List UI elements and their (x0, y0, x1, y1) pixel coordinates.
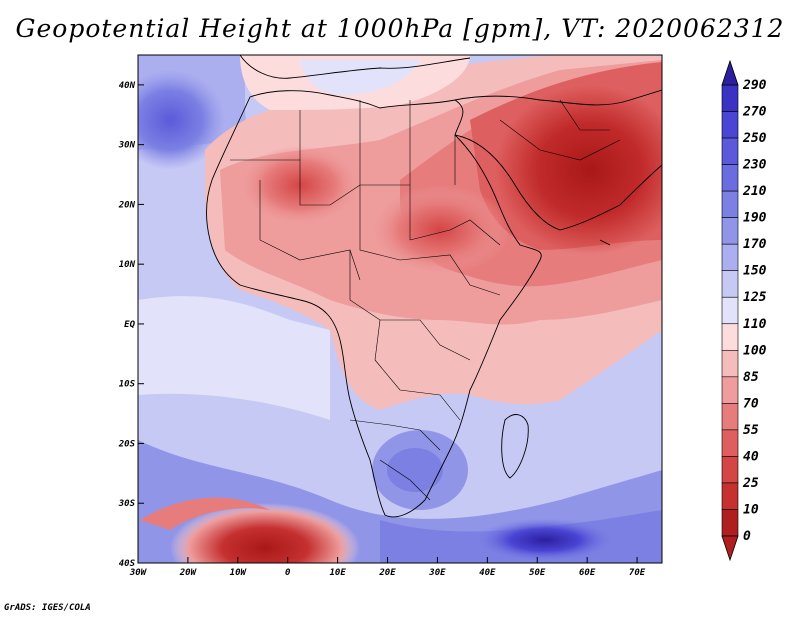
colorbar-swatch (721, 296, 739, 325)
lon-tick-label: 50E (529, 568, 546, 578)
colorbar-label: 110 (743, 317, 767, 332)
height-field (138, 55, 662, 563)
colorbar-label: 190 (743, 211, 767, 226)
grads-credit: GrADS: IGES/COLA (4, 603, 91, 613)
lat-axis: 40N 30N 20N 10N EQ 10S 20S 30S 40S (118, 81, 144, 569)
colorbar: 2902702502302101901701501251101008570554… (721, 59, 767, 562)
colorbar-swatch (721, 509, 739, 537)
colorbar-label: 150 (743, 264, 767, 279)
colorbar-label: 230 (742, 158, 767, 173)
colorbar-swatch (721, 403, 739, 431)
colorbar-swatch (721, 482, 739, 510)
lon-tick-label: 30E (428, 568, 446, 578)
colorbar-label: 290 (742, 78, 767, 93)
lon-tick-label: 20E (378, 568, 396, 578)
colorbar-label: 40 (743, 449, 759, 464)
lon-tick-label: 30W (129, 568, 148, 578)
colorbar-swatch (721, 243, 739, 272)
coastlines (206, 55, 662, 518)
colorbar-swatch (721, 217, 739, 245)
colorbar-swatch (721, 270, 739, 298)
colorbar-top-arrow (721, 59, 739, 86)
colorbar-swatch (721, 111, 739, 139)
lon-tick-label: 60E (579, 568, 596, 578)
lon-tick-label: 0 (285, 568, 291, 578)
lon-tick-label: 70E (629, 568, 646, 578)
colorbar-swatch (721, 456, 739, 484)
colorbar-swatch (721, 349, 739, 378)
colorbar-label: 250 (742, 131, 767, 146)
colorbar-label: 0 (743, 529, 751, 544)
lat-tick-label: EQ (124, 320, 135, 330)
colorbar-swatch (721, 164, 739, 192)
lat-tick-label: 10S (119, 380, 136, 390)
lon-tick-label: 20W (179, 568, 198, 578)
lat-tick-label: 10N (119, 260, 136, 270)
colorbar-label: 100 (743, 343, 767, 358)
map-title: Geopotential Height at 1000hPa [gpm], VT… (15, 14, 785, 43)
colorbar-swatch (721, 84, 739, 112)
colorbar-label: 270 (742, 105, 767, 120)
colorbar-label: 10 (743, 502, 759, 517)
lat-tick-label: 40N (119, 81, 136, 91)
colorbar-label: 70 (743, 396, 759, 411)
lat-tick-label: 20S (118, 439, 136, 449)
colorbar-label: 25 (742, 476, 759, 491)
lat-tick-label: 20N (118, 200, 136, 210)
colorbar-swatch (721, 323, 739, 351)
colorbar-label: 125 (743, 290, 767, 305)
lon-axis: 30W 20W 10W 0 10E 20E 30E 40E 50E 60E 70E (129, 557, 646, 578)
lon-tick-label: 40E (479, 568, 496, 578)
lat-tick-label: 30S (118, 499, 136, 509)
colorbar-swatch (721, 190, 739, 218)
map-frame (137, 54, 663, 564)
country-borders (230, 99, 621, 501)
colorbar-label: 85 (743, 370, 759, 385)
colorbar-swatch (721, 137, 739, 165)
lat-tick-label: 40S (119, 559, 136, 569)
colorbar-label: 170 (743, 237, 767, 252)
lon-tick-label: 10E (329, 568, 346, 578)
colorbar-label: 210 (742, 184, 767, 199)
lat-tick-label: 30N (118, 141, 136, 151)
colorbar-swatch (721, 376, 739, 404)
lon-tick-label: 10W (230, 568, 248, 578)
colorbar-bottom-arrow (721, 535, 739, 562)
colorbar-swatch (721, 429, 739, 457)
colorbar-label: 55 (743, 423, 759, 438)
